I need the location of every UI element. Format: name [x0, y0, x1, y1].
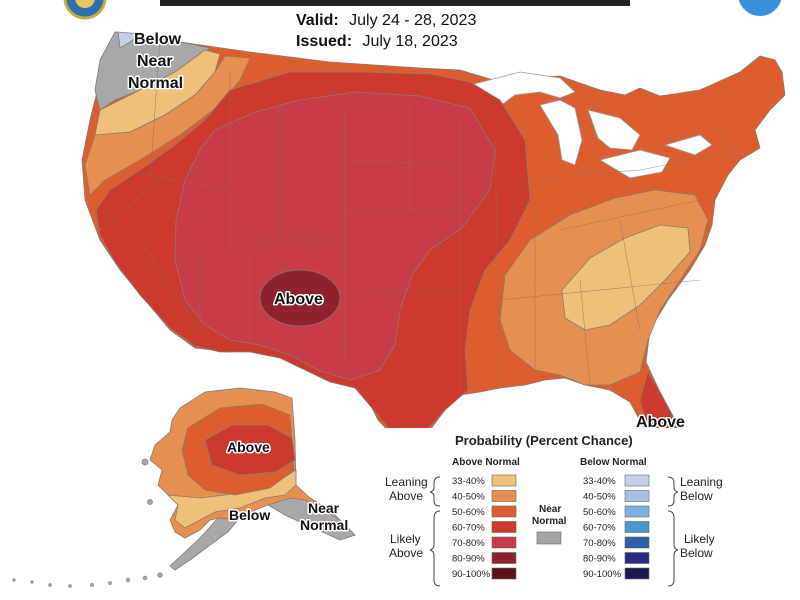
below-swatch: [624, 474, 650, 487]
below-swatch: [624, 505, 650, 518]
legend-below-header: Below Normal: [580, 457, 647, 468]
above-swatch: [491, 552, 517, 564]
below-range-label: 90-100%: [583, 569, 622, 580]
great-lakes: [469, 71, 713, 179]
likely-above-label-1: Likely: [390, 532, 421, 546]
above-swatch: [491, 490, 517, 502]
below-range-label: 70-80%: [583, 538, 616, 549]
leaning-below-label-2: Below: [680, 489, 713, 503]
label-nw-below: Below: [134, 31, 182, 48]
legend: Probability (Percent Chance) Above Norma…: [385, 428, 723, 600]
alaska: [12, 387, 356, 588]
below-range-label: 80-90%: [583, 554, 616, 565]
issued-line: Issued: July 18, 2023: [296, 33, 458, 51]
likely-below-brace: [667, 510, 679, 587]
state-boundaries: [99, 39, 741, 390]
below-swatch: [624, 490, 650, 502]
above-range-label: 80-90%: [452, 554, 485, 565]
above-range-label: 50-60%: [452, 507, 485, 518]
label-nw-near: Near: [137, 53, 173, 70]
near-normal-swatch: [536, 531, 562, 545]
above-range-label: 40-50%: [452, 492, 485, 503]
likely-below-label-2: Below: [680, 546, 713, 560]
alaska-panhandle-gray: [267, 497, 356, 541]
conus: [81, 31, 786, 463]
title-cut-off: [160, 0, 630, 6]
above-swatch: [491, 567, 517, 580]
likely-above-brace: [429, 510, 441, 587]
below-range-label: 40-50%: [583, 492, 616, 503]
below-range-label: 60-70%: [583, 523, 616, 534]
label-alaska-above: Above: [227, 439, 270, 455]
label-nw-normal: Normal: [128, 75, 183, 92]
central-70-80: [174, 91, 496, 381]
noaa-logo: [63, 0, 107, 20]
valid-line: Valid: July 24 - 28, 2023: [296, 12, 476, 30]
below-rows: 33-40% 40-50% 50-60% 60-70% 70-80% 80-90% 90-1…: [583, 474, 650, 580]
central-80-90: [259, 269, 341, 327]
valid-label: Valid:: [296, 12, 339, 29]
above-range-label: 90-100%: [452, 569, 491, 580]
nw-below-region: [117, 31, 142, 49]
above-range-label: 60-70%: [452, 523, 485, 534]
label-florida-above: Above: [636, 414, 685, 431]
issued-label: Issued:: [296, 33, 353, 50]
leaning-below-brace: [667, 476, 679, 507]
legend-title: Probability (Percent Chance): [455, 433, 633, 448]
below-swatch: [624, 567, 650, 580]
above-range-label: 33-40%: [452, 476, 485, 487]
alaska-peninsula-gray: [169, 517, 239, 571]
below-range-label: 50-60%: [583, 507, 616, 518]
label-alaska-normal: Normal: [300, 517, 348, 533]
map-labels: Below Near Normal Above Above Above Belo…: [127, 30, 687, 535]
leaning-above-brace: [429, 476, 441, 507]
above-swatch: [491, 474, 517, 487]
below-swatch: [624, 552, 650, 564]
label-center-above: Above: [274, 291, 323, 308]
leaning-below-label-1: Leaning: [680, 475, 723, 489]
below-range-label: 33-40%: [583, 476, 616, 487]
issued-date: July 18, 2023: [362, 33, 458, 50]
near-normal-label-1: Near: [539, 504, 561, 515]
likely-below-label-1: Likely: [684, 532, 715, 546]
label-alaska-near: Near: [308, 500, 340, 516]
below-swatch: [624, 536, 650, 549]
aleutian-islands: [12, 458, 163, 588]
above-swatch: [491, 521, 517, 533]
legend-above-header: Above Normal: [452, 457, 520, 468]
above-swatch: [491, 505, 517, 518]
above-swatch: [491, 536, 517, 549]
valid-dates: July 24 - 28, 2023: [349, 12, 477, 29]
leaning-above-label-1: Leaning: [385, 475, 428, 489]
nw-leaning-40-50: [84, 55, 251, 196]
below-swatch: [624, 521, 650, 533]
above-rows: 33-40% 40-50% 50-60% 60-70% 70-80% 80-90% 90-1…: [452, 474, 517, 580]
alaska-60-70: [204, 424, 296, 476]
near-normal-label-2: Normal: [532, 516, 567, 527]
above-range-label: 70-80%: [452, 538, 485, 549]
likely-above-label-2: Above: [389, 546, 423, 560]
se-leaning-33-40: [561, 224, 691, 331]
label-alaska-below: Below: [229, 507, 270, 523]
nws-logo: [738, 0, 782, 16]
leaning-above-label-2: Above: [389, 489, 423, 503]
